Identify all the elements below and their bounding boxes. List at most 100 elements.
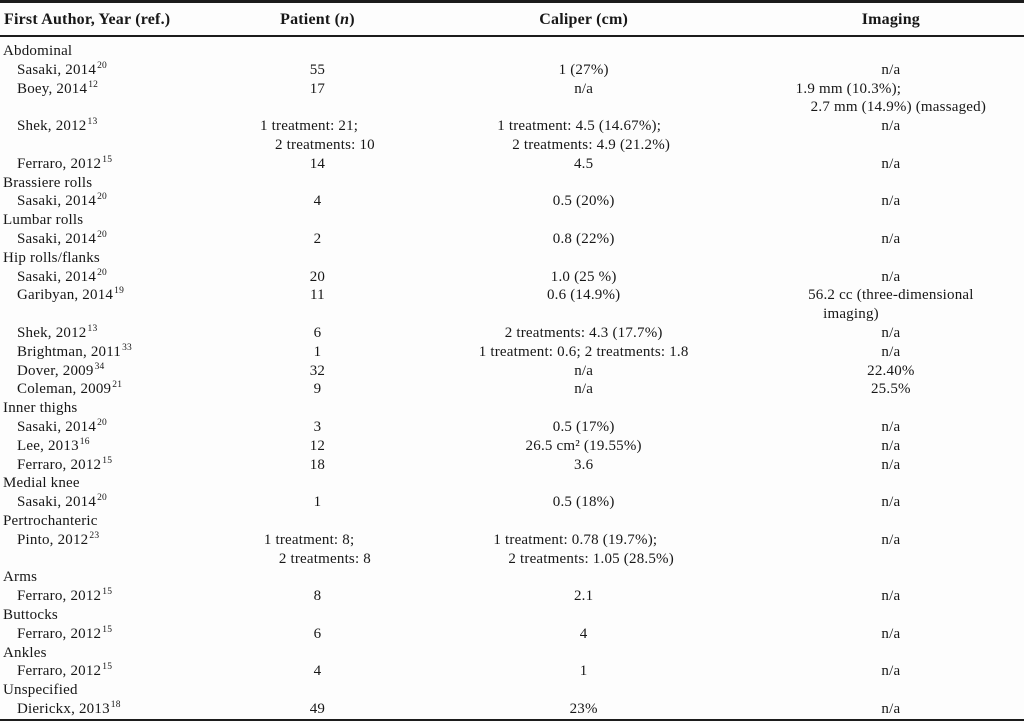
patient-cell: 11 xyxy=(225,286,409,324)
author-name: Sasaki, 2014 xyxy=(17,494,97,511)
patient-value: 11 xyxy=(310,287,325,304)
reference-superscript: 16 xyxy=(79,436,90,447)
reference-superscript: 20 xyxy=(97,229,107,240)
table-row: Dover, 200934 32 n/a 22.40% xyxy=(0,362,1024,381)
imaging-cell: n/a xyxy=(758,343,1024,362)
caliper-value: 0.6 (14.9%) xyxy=(546,287,621,304)
imaging-value: n/a xyxy=(881,588,901,605)
patient-cell: 3 xyxy=(225,418,409,437)
table-row: Ferraro, 201215 6 4 n/a xyxy=(0,625,1024,644)
imaging-value: n/a xyxy=(881,418,901,435)
table-row: Dierickx, 201318 49 23% n/a xyxy=(0,700,1024,720)
author-cell: Dover, 200934 xyxy=(0,362,225,381)
imaging-value: n/a xyxy=(881,61,901,78)
author-cell: Ferraro, 201215 xyxy=(0,625,225,644)
author-name: Ferraro, 2012 xyxy=(17,155,102,172)
imaging-cell: n/a xyxy=(758,493,1024,512)
body-region-row: Hip rolls/flanks xyxy=(0,249,1024,268)
patient-cell: 1 treatment: 8; 2 treatments: 8 xyxy=(225,531,409,569)
caliper-cell: 2 treatments: 4.3 (17.7%) xyxy=(410,324,758,343)
patient-cell: 20 xyxy=(225,268,409,287)
caliper-cell: n/a xyxy=(410,362,758,381)
patient-cell: 9 xyxy=(225,380,409,399)
author-cell: Sasaki, 201420 xyxy=(0,192,225,211)
body-region-row: Pertrochanteric xyxy=(0,512,1024,531)
caliper-value: 1 treatment: 0.6; 2 treatments: 1.8 xyxy=(478,343,689,360)
imaging-cell: n/a xyxy=(758,192,1024,211)
imaging-value: n/a xyxy=(881,118,901,135)
author-cell: Ferraro, 201215 xyxy=(0,456,225,475)
author-cell: Pinto, 201223 xyxy=(0,531,225,569)
author-cell: Sasaki, 201420 xyxy=(0,268,225,287)
table-row: Garibyan, 201419 11 0.6 (14.9%) 56.2 cc … xyxy=(0,286,1024,324)
imaging-cell: 25.5% xyxy=(758,380,1024,399)
table-row: Ferraro, 201215 18 3.6 n/a xyxy=(0,456,1024,475)
author-name: Shek, 2012 xyxy=(17,324,87,341)
patient-value: 1 xyxy=(313,343,322,360)
reference-superscript: 21 xyxy=(112,380,123,391)
patient-value: 4 xyxy=(313,193,322,210)
caliper-cell: 4 xyxy=(410,625,758,644)
header-patient-pre: Patient ( xyxy=(280,11,341,28)
table-header: First Author, Year (ref.) Patient (n) Ca… xyxy=(0,1,1024,37)
imaging-cell: n/a xyxy=(758,418,1024,437)
author-cell: Coleman, 200921 xyxy=(0,380,225,399)
imaging-cell: n/a xyxy=(758,437,1024,456)
patient-cell: 55 xyxy=(225,61,409,80)
imaging-value: 1.9 mm (10.3%); 2.7 mm (14.9%) (massaged… xyxy=(795,80,987,116)
body-region-label: Buttocks xyxy=(3,606,58,623)
patient-cell: 6 xyxy=(225,324,409,343)
author-name: Sasaki, 2014 xyxy=(17,268,97,285)
reference-superscript: 13 xyxy=(87,117,98,128)
imaging-value: n/a xyxy=(881,625,901,642)
imaging-value: n/a xyxy=(881,155,901,172)
reference-superscript: 19 xyxy=(114,286,125,297)
author-cell: Garibyan, 201419 xyxy=(0,286,225,324)
body-region-label: Brassiere rolls xyxy=(3,174,93,191)
imaging-cell: 56.2 cc (three-dimensional imaging) xyxy=(758,286,1024,324)
author-cell: Dierickx, 201318 xyxy=(0,700,225,720)
header-patient: Patient (n) xyxy=(225,1,410,37)
imaging-value: 56.2 cc (three-dimensional imaging) xyxy=(808,287,974,323)
patient-cell: 2 xyxy=(225,230,409,249)
caliper-value: 3.6 xyxy=(573,456,594,473)
author-name: Ferraro, 2012 xyxy=(17,625,102,642)
reference-superscript: 34 xyxy=(94,361,105,372)
reference-superscript: 15 xyxy=(102,455,113,466)
caliper-value: n/a xyxy=(574,80,594,97)
author-cell: Brightman, 201133 xyxy=(0,343,225,362)
header-author: First Author, Year (ref.) xyxy=(0,1,226,37)
author-cell: Lee, 201316 xyxy=(0,437,225,456)
imaging-cell: n/a xyxy=(758,155,1024,174)
caliper-value: 1.0 (25 %) xyxy=(550,268,617,285)
imaging-cell: n/a xyxy=(758,117,1024,155)
patient-value: 4 xyxy=(313,663,322,680)
patient-value: 6 xyxy=(313,324,322,341)
imaging-value: n/a xyxy=(881,663,901,680)
imaging-cell: n/a xyxy=(758,587,1024,606)
patient-cell: 12 xyxy=(225,437,409,456)
patient-value: 14 xyxy=(309,155,326,172)
patient-value: 1 treatment: 21; 2 treatments: 10 xyxy=(260,118,375,153)
author-cell: Sasaki, 201420 xyxy=(0,61,225,80)
header-row: First Author, Year (ref.) Patient (n) Ca… xyxy=(0,1,1024,37)
table-row: Sasaki, 201420 20 1.0 (25 %) n/a xyxy=(0,268,1024,287)
caliper-value: n/a xyxy=(574,381,594,398)
table-row: Boey, 201412 17 n/a 1.9 mm (10.3%); 2.7 … xyxy=(0,80,1024,118)
caliper-value: 26.5 cm² (19.55%) xyxy=(525,437,642,454)
body-region-row: Medial knee xyxy=(0,474,1024,493)
table-body: Abdominal Sasaki, 201420 55 1 (27%) n/a … xyxy=(0,36,1024,720)
patient-value: 18 xyxy=(309,456,326,473)
author-name: Ferraro, 2012 xyxy=(17,588,102,605)
author-name: Sasaki, 2014 xyxy=(17,193,97,210)
body-region-row: Abdominal xyxy=(0,36,1024,61)
patient-cell: 4 xyxy=(225,662,409,681)
caliper-value: 0.5 (20%) xyxy=(552,193,615,210)
table-row: Sasaki, 201420 4 0.5 (20%) n/a xyxy=(0,192,1024,211)
author-name: Sasaki, 2014 xyxy=(17,230,97,247)
patient-cell: 14 xyxy=(225,155,409,174)
author-cell: Shek, 201213 xyxy=(0,117,225,155)
caliper-value: 0.5 (17%) xyxy=(552,418,615,435)
patient-value: 8 xyxy=(313,588,322,605)
caliper-cell: n/a xyxy=(410,380,758,399)
